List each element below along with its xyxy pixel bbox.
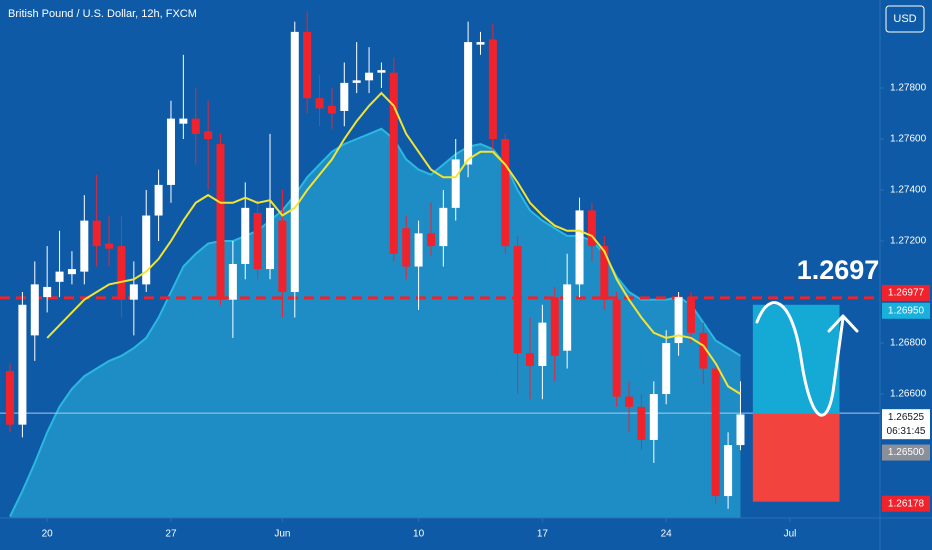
candle-body xyxy=(216,144,225,300)
candle-body xyxy=(736,414,745,446)
moving-average-line xyxy=(46,91,742,395)
candle-body xyxy=(365,72,374,81)
candle-body xyxy=(662,343,671,395)
candle-body xyxy=(600,246,609,300)
candle-body xyxy=(377,70,386,73)
price-badge-label: 1.26525 xyxy=(888,412,925,423)
candle-body xyxy=(266,207,275,270)
candle-body xyxy=(649,394,658,440)
candle-body xyxy=(43,286,52,298)
x-tick-label: Jun xyxy=(274,529,290,540)
x-tick-label: 24 xyxy=(661,529,673,540)
price-badge xyxy=(882,444,930,461)
candle-body xyxy=(538,322,547,366)
candle-body xyxy=(290,31,299,293)
price-badge xyxy=(882,284,930,301)
candle-body xyxy=(142,215,151,285)
candle-body xyxy=(526,353,535,366)
candle-body xyxy=(389,72,398,254)
candle-body xyxy=(513,246,522,354)
candle-body xyxy=(625,396,634,407)
currency-label[interactable]: USD xyxy=(893,13,916,25)
price-badge-label: 1.26178 xyxy=(888,498,925,509)
price-badge xyxy=(882,302,930,319)
candle-body xyxy=(278,220,287,293)
x-tick-label: 17 xyxy=(537,529,549,540)
stop-box xyxy=(752,413,840,502)
candle-body xyxy=(637,406,646,440)
candle-body xyxy=(464,42,473,165)
candle-body xyxy=(402,228,411,267)
candle-body xyxy=(228,263,237,300)
candle-body xyxy=(587,210,596,247)
candle-body xyxy=(80,220,89,272)
candle-body xyxy=(55,271,64,282)
candle-body xyxy=(612,299,621,397)
candle-body xyxy=(550,297,559,356)
x-tick-label: 20 xyxy=(42,529,54,540)
candle-body xyxy=(117,246,126,300)
candle-body xyxy=(105,243,114,249)
candle-body xyxy=(476,42,485,45)
x-tick-label: Jul xyxy=(784,529,797,540)
candle-body xyxy=(303,31,312,99)
candle-body xyxy=(674,297,683,344)
candle-body xyxy=(563,284,572,351)
target-box xyxy=(752,304,840,414)
x-tick-label: 10 xyxy=(413,529,425,540)
candle-body xyxy=(30,284,39,336)
candle-body xyxy=(315,98,324,109)
currency-button[interactable] xyxy=(885,5,925,33)
price-badge xyxy=(882,409,930,440)
candle-body xyxy=(501,139,510,247)
candle-body xyxy=(154,184,163,216)
candle-body xyxy=(439,207,448,247)
candle-body xyxy=(686,297,695,333)
candle-body xyxy=(18,304,27,425)
candle-body xyxy=(204,131,213,140)
price-badge-label: 1.26950 xyxy=(888,305,925,316)
candle-body xyxy=(724,445,733,497)
candle-body xyxy=(711,368,720,497)
candle-body xyxy=(129,284,138,300)
x-tick-label: 27 xyxy=(165,529,177,540)
level-annotation: 1.2697 xyxy=(797,255,880,285)
price-badge-label: 1.26977 xyxy=(888,288,925,299)
wave-arrow xyxy=(755,301,845,417)
candle-body xyxy=(340,82,349,111)
y-tick-label: 1.27800 xyxy=(890,83,927,94)
candle-body xyxy=(575,210,584,285)
candle-body xyxy=(451,159,460,208)
candle-body xyxy=(426,233,435,247)
chart-title: British Pound / U.S. Dollar, 12h, FXCM xyxy=(8,8,197,20)
y-tick-label: 1.27400 xyxy=(890,185,927,196)
candle-body xyxy=(253,212,262,270)
area-fill xyxy=(10,128,741,519)
candle-body xyxy=(352,80,361,83)
candle-body xyxy=(414,233,423,267)
candle-body xyxy=(699,332,708,369)
candle-body xyxy=(191,118,200,134)
y-tick-label: 1.26800 xyxy=(890,338,927,349)
candle-body xyxy=(166,118,175,185)
candle-body xyxy=(179,118,188,124)
candle-body xyxy=(488,39,497,140)
arrow-head xyxy=(827,314,859,333)
countdown-label: 06:31:45 xyxy=(887,426,926,437)
candle-body xyxy=(241,207,250,264)
y-tick-label: 1.27600 xyxy=(890,134,927,145)
y-tick-label: 1.27200 xyxy=(890,236,927,247)
candle-body xyxy=(327,105,336,114)
price-badge-label: 1.26500 xyxy=(888,447,925,458)
plot-area xyxy=(0,11,880,519)
candle-body xyxy=(6,371,15,425)
price-badge xyxy=(882,495,930,512)
y-tick-label: 1.26600 xyxy=(890,389,927,400)
area-edge xyxy=(9,127,742,517)
candle-body xyxy=(92,220,101,247)
candle-body xyxy=(67,269,76,275)
